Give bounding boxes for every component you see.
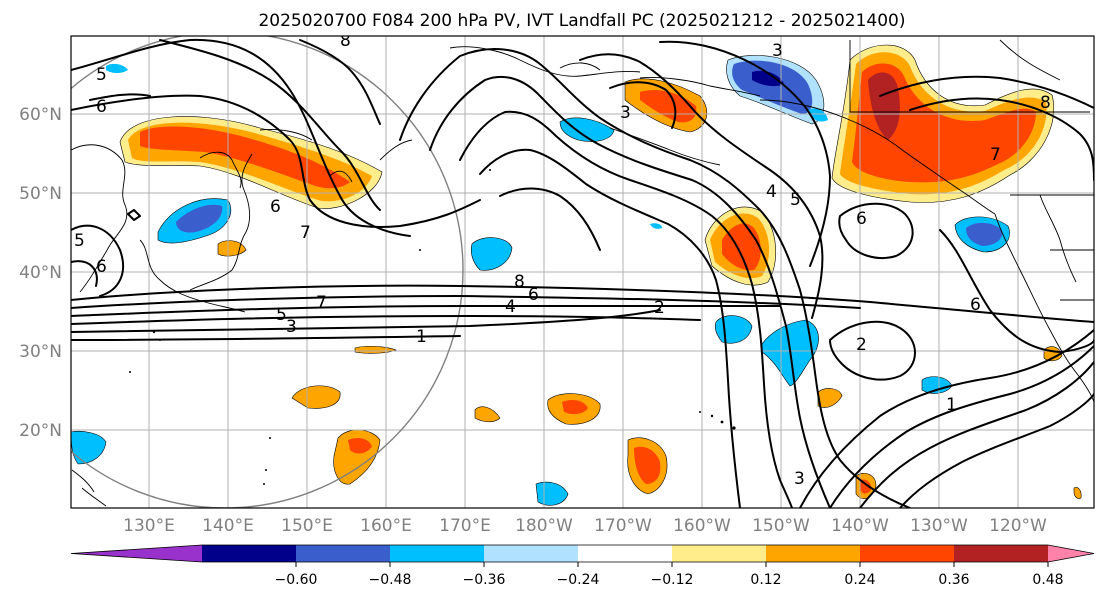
colorbar-segment: [578, 545, 673, 562]
contour-label: 6: [96, 257, 107, 277]
lon-tick: 170°E: [439, 516, 491, 536]
grid-lines: [71, 36, 1094, 508]
contour-label: 3: [794, 469, 805, 489]
colorbar-outline: [70, 544, 1095, 563]
lon-tick: 150°W: [752, 516, 810, 536]
colorbar: [70, 544, 1095, 563]
colorbar-tick-label: 0.12: [750, 572, 781, 588]
colorbar-segment: [390, 545, 485, 562]
colorbar-tick-label: 0.36: [938, 572, 969, 588]
contour-label: 5: [276, 305, 287, 325]
contour-label: 8: [514, 272, 525, 292]
longitude-tick-labels: 130°E 140°E 150°E 160°E 170°E 180°W 170°…: [123, 516, 1047, 536]
contour-label: 6: [270, 197, 281, 217]
colorbar-tick-label: −0.36: [463, 572, 506, 588]
contour-label: 5: [96, 65, 107, 85]
colorbar-segment: [954, 545, 1049, 562]
contour-label: 5: [74, 231, 85, 251]
colorbar-extend-low: [71, 545, 202, 562]
range-circle: [71, 36, 464, 508]
contour-label: 7: [990, 145, 1001, 165]
lon-tick: 140°W: [831, 516, 889, 536]
colorbar-extend-high: [1048, 545, 1094, 562]
lon-tick: 160°E: [360, 516, 412, 536]
colorbar-tick-labels: −0.60 −0.48 −0.36 −0.24 −0.12 0.12 0.24 0.36 0.4…: [275, 562, 1064, 588]
colorbar-segment: [484, 545, 579, 562]
colorbar-tick-label: −0.12: [651, 572, 694, 588]
colorbar-segment: [202, 545, 297, 562]
contour-label: 1: [946, 395, 957, 415]
colorbar-tick-label: 0.24: [844, 572, 875, 588]
lon-tick: 170°W: [594, 516, 652, 536]
colorbar-segment: [860, 545, 955, 562]
colorbar-segment: [766, 545, 861, 562]
chart-title: 2025020700 F084 200 hPa PV, IVT Landfall…: [258, 11, 905, 31]
lon-tick: 160°W: [673, 516, 731, 536]
lon-tick: 130°E: [123, 516, 175, 536]
contour-label: 7: [300, 223, 311, 243]
contour-label: 6: [970, 295, 981, 315]
contour-label: 3: [772, 41, 783, 61]
lat-tick: 30°N: [19, 342, 62, 362]
lon-tick: 150°E: [281, 516, 333, 536]
islands: [129, 169, 736, 485]
contour-label: 3: [620, 103, 631, 123]
pv-contours: [71, 38, 1094, 508]
colorbar-segment: [296, 545, 391, 562]
lat-tick: 50°N: [19, 184, 62, 204]
map-frame: [70, 35, 1095, 509]
contour-labels: 5 6 6 7 5 3 7 8 6 4 2 1 4 5 6 6 2 1 3 8 …: [74, 31, 1051, 489]
map-area: 5 6 6 7 5 3 7 8 6 4 2 1 4 5 6 6 2 1 3 8 …: [71, 31, 1094, 508]
lon-tick: 140°E: [202, 516, 254, 536]
contour-label: 4: [766, 182, 777, 202]
contour-label: 6: [96, 97, 107, 117]
colorbar-tick-label: −0.60: [275, 572, 318, 588]
lat-tick: 40°N: [19, 263, 62, 283]
colorbar-tick-label: −0.24: [557, 572, 600, 588]
lon-tick: 130°W: [910, 516, 968, 536]
coastlines: [71, 39, 1094, 507]
contour-label: 5: [790, 190, 801, 210]
latitude-tick-labels: 60°N 50°N 40°N 30°N 20°N: [19, 105, 62, 441]
contour-label: 1: [416, 327, 427, 347]
contour-label: 6: [528, 285, 539, 305]
contour-label: 7: [316, 293, 327, 313]
contour-label: 2: [654, 298, 665, 318]
colorbar-tick-label: 0.48: [1032, 572, 1063, 588]
lat-tick: 20°N: [19, 421, 62, 441]
lon-tick: 180°W: [515, 516, 573, 536]
contour-label: 8: [1040, 93, 1051, 113]
lon-tick: 120°W: [989, 516, 1047, 536]
colorbar-segment: [672, 545, 767, 562]
colorbar-tick-label: −0.48: [369, 572, 412, 588]
contour-label: 3: [286, 317, 297, 337]
lat-tick: 60°N: [19, 105, 62, 125]
contour-label: 8: [340, 31, 351, 51]
contour-label: 4: [505, 297, 516, 317]
contour-label: 6: [856, 209, 867, 229]
contour-label: 2: [856, 335, 867, 355]
